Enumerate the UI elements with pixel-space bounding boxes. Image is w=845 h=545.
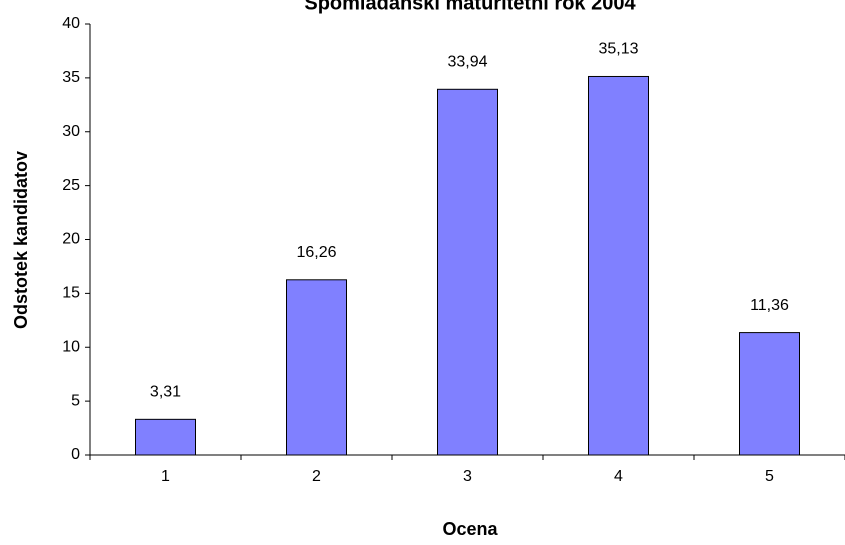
y-tick-label: 35 [62,69,80,86]
y-tick-label: 5 [71,392,80,409]
x-axis-label: Ocena [442,519,498,539]
data-label: 3,31 [150,384,181,401]
y-tick-label: 20 [62,231,80,248]
x-tick-label: 3 [463,468,472,485]
bar [437,88,498,456]
y-axis-label: Odstotek kandidatov [11,151,31,329]
bar [286,279,347,456]
y-tick-label: 15 [62,285,80,302]
bar [588,75,649,456]
x-tick-label: 1 [161,468,170,485]
y-tick-label: 30 [62,123,80,140]
x-tick-label: 4 [614,468,623,485]
y-tick-label: 40 [62,15,80,32]
chart-title: Spomladanski maturitetni rok 2004 [304,0,636,14]
x-tick-label: 2 [312,468,321,485]
data-label: 11,36 [750,297,789,314]
bar [739,332,800,456]
data-label: 33,94 [447,54,487,71]
data-label: 35,13 [598,41,638,58]
bar [135,418,196,456]
data-label: 16,26 [296,244,336,261]
y-tick-label: 0 [71,446,80,463]
y-tick-label: 10 [62,338,80,355]
x-tick-label: 5 [765,468,774,485]
y-tick-label: 25 [62,177,80,194]
